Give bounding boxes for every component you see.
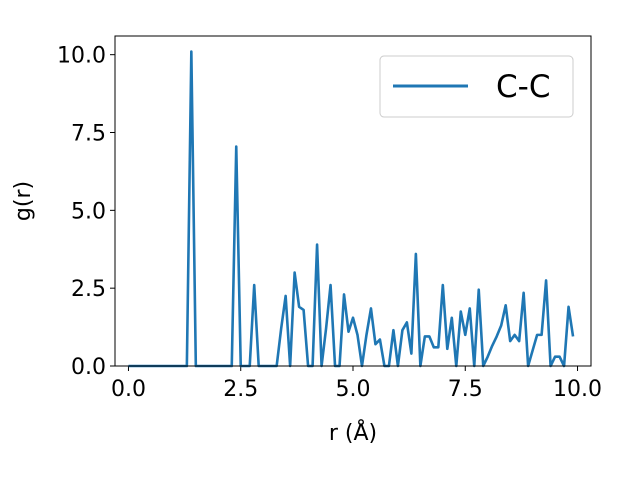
axis-ticks: 0.0 2.5 5.0 7.5 10.0 0.0 2.5 5.0 7.5 10.0 <box>57 44 602 402</box>
y-tick-label: 5.0 <box>71 199 106 224</box>
plot-frame <box>114 35 592 367</box>
y-tick-label: 0.0 <box>71 355 106 380</box>
legend-box <box>379 55 574 118</box>
x-axis-label: r (Å) <box>329 419 377 446</box>
y-axis-label: g(r) <box>11 181 36 221</box>
legend: C-C <box>379 55 574 118</box>
x-tick-label: 5.0 <box>336 377 371 402</box>
y-tick-label: 7.5 <box>71 122 106 147</box>
x-tick-label: 2.5 <box>223 377 258 402</box>
y-tick-label: 10.0 <box>57 44 106 69</box>
y-tick-label: 2.5 <box>71 277 106 302</box>
x-tick-label: 7.5 <box>448 377 483 402</box>
legend-label-c-c: C-C <box>496 69 550 105</box>
x-tick-label: 0.0 <box>111 377 146 402</box>
x-tick-label: 10.0 <box>553 377 602 402</box>
